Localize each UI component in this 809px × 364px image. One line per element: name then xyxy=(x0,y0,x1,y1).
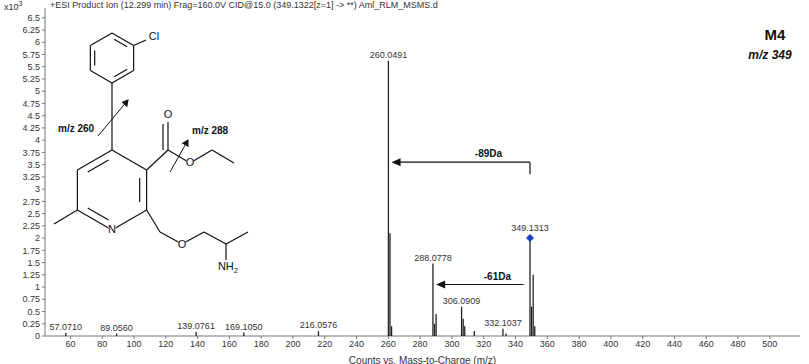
svg-text:100: 100 xyxy=(126,339,141,349)
svg-text:O: O xyxy=(186,156,195,168)
svg-text:O: O xyxy=(164,108,173,120)
svg-text:2: 2 xyxy=(35,233,40,243)
html-text:x10: x10 xyxy=(4,2,19,12)
svg-text:5.5: 5.5 xyxy=(27,62,40,72)
svg-text:3.25: 3.25 xyxy=(22,172,40,182)
svg-text:O: O xyxy=(178,238,187,250)
svg-text:6: 6 xyxy=(35,37,40,47)
svg-text:5.25: 5.25 xyxy=(22,74,40,84)
svg-text:2.25: 2.25 xyxy=(22,221,40,231)
svg-text:0.25: 0.25 xyxy=(22,319,40,329)
svg-text:4: 4 xyxy=(35,135,40,145)
svg-text:60: 60 xyxy=(65,339,75,349)
html-text:M4: M4 xyxy=(764,26,786,43)
svg-text:1.5: 1.5 xyxy=(27,258,40,268)
svg-text:3.5: 3.5 xyxy=(27,160,40,170)
svg-text:0.5: 0.5 xyxy=(27,307,40,317)
svg-text:4.75: 4.75 xyxy=(22,99,40,109)
svg-text:89.0560: 89.0560 xyxy=(100,323,133,333)
svg-text:140: 140 xyxy=(190,339,205,349)
svg-text:220: 220 xyxy=(317,339,332,349)
svg-text:4.5: 4.5 xyxy=(27,111,40,121)
svg-text:-89Da: -89Da xyxy=(475,148,503,159)
svg-text:280: 280 xyxy=(413,339,428,349)
svg-text:0.75: 0.75 xyxy=(22,294,40,304)
svg-text:80: 80 xyxy=(97,339,107,349)
svg-text:6.25: 6.25 xyxy=(22,25,40,35)
svg-text:NH2: NH2 xyxy=(218,260,238,275)
svg-text:200: 200 xyxy=(285,339,300,349)
svg-text:216.0576: 216.0576 xyxy=(300,320,338,330)
html-text:3: 3 xyxy=(18,0,23,7)
html-text:+ESI Product Ion (12.299 min): +ESI Product Ion (12.299 min) Frag=160.0… xyxy=(50,0,438,10)
svg-text:3.75: 3.75 xyxy=(22,148,40,158)
svg-text:120: 120 xyxy=(158,339,173,349)
svg-text:360: 360 xyxy=(540,339,555,349)
svg-text:4.25: 4.25 xyxy=(22,123,40,133)
svg-text:400: 400 xyxy=(603,339,618,349)
svg-text:480: 480 xyxy=(730,339,745,349)
svg-text:6.5: 6.5 xyxy=(27,13,40,23)
svg-text:320: 320 xyxy=(476,339,491,349)
svg-text:340: 340 xyxy=(508,339,523,349)
svg-text:1.25: 1.25 xyxy=(22,270,40,280)
svg-text:440: 440 xyxy=(667,339,682,349)
svg-text:5.75: 5.75 xyxy=(22,50,40,60)
svg-text:0: 0 xyxy=(35,331,40,341)
svg-text:500: 500 xyxy=(762,339,777,349)
svg-text:160: 160 xyxy=(222,339,237,349)
svg-text:-61Da: -61Da xyxy=(484,271,512,282)
svg-text:288.0778: 288.0778 xyxy=(414,253,452,263)
svg-text:1.75: 1.75 xyxy=(22,246,40,256)
svg-text:Counts vs. Mass-to-Charge (m/z: Counts vs. Mass-to-Charge (m/z) xyxy=(349,355,496,364)
svg-text:180: 180 xyxy=(254,339,269,349)
svg-text:1: 1 xyxy=(35,282,40,292)
svg-text:306.0909: 306.0909 xyxy=(443,296,481,306)
svg-text:2.5: 2.5 xyxy=(27,209,40,219)
svg-text:m/z 288: m/z 288 xyxy=(192,125,229,136)
svg-text:240: 240 xyxy=(349,339,364,349)
svg-text:Cl: Cl xyxy=(149,30,159,42)
svg-text:260: 260 xyxy=(381,339,396,349)
svg-text:57.0710: 57.0710 xyxy=(50,322,83,332)
svg-text:5: 5 xyxy=(35,86,40,96)
svg-text:420: 420 xyxy=(635,339,650,349)
svg-text:332.1037: 332.1037 xyxy=(484,318,522,328)
svg-text:380: 380 xyxy=(572,339,587,349)
svg-text:169.1050: 169.1050 xyxy=(225,322,263,332)
svg-text:349.1313: 349.1313 xyxy=(511,223,549,233)
svg-text:m/z 260: m/z 260 xyxy=(58,123,95,134)
html-text:m/z 349: m/z 349 xyxy=(748,48,792,62)
svg-text:139.0761: 139.0761 xyxy=(177,321,215,331)
svg-text:460: 460 xyxy=(699,339,714,349)
svg-text:2.75: 2.75 xyxy=(22,197,40,207)
svg-text:3: 3 xyxy=(35,184,40,194)
svg-text:N: N xyxy=(108,223,116,235)
svg-text:260.0491: 260.0491 xyxy=(370,50,408,60)
svg-text:300: 300 xyxy=(444,339,459,349)
